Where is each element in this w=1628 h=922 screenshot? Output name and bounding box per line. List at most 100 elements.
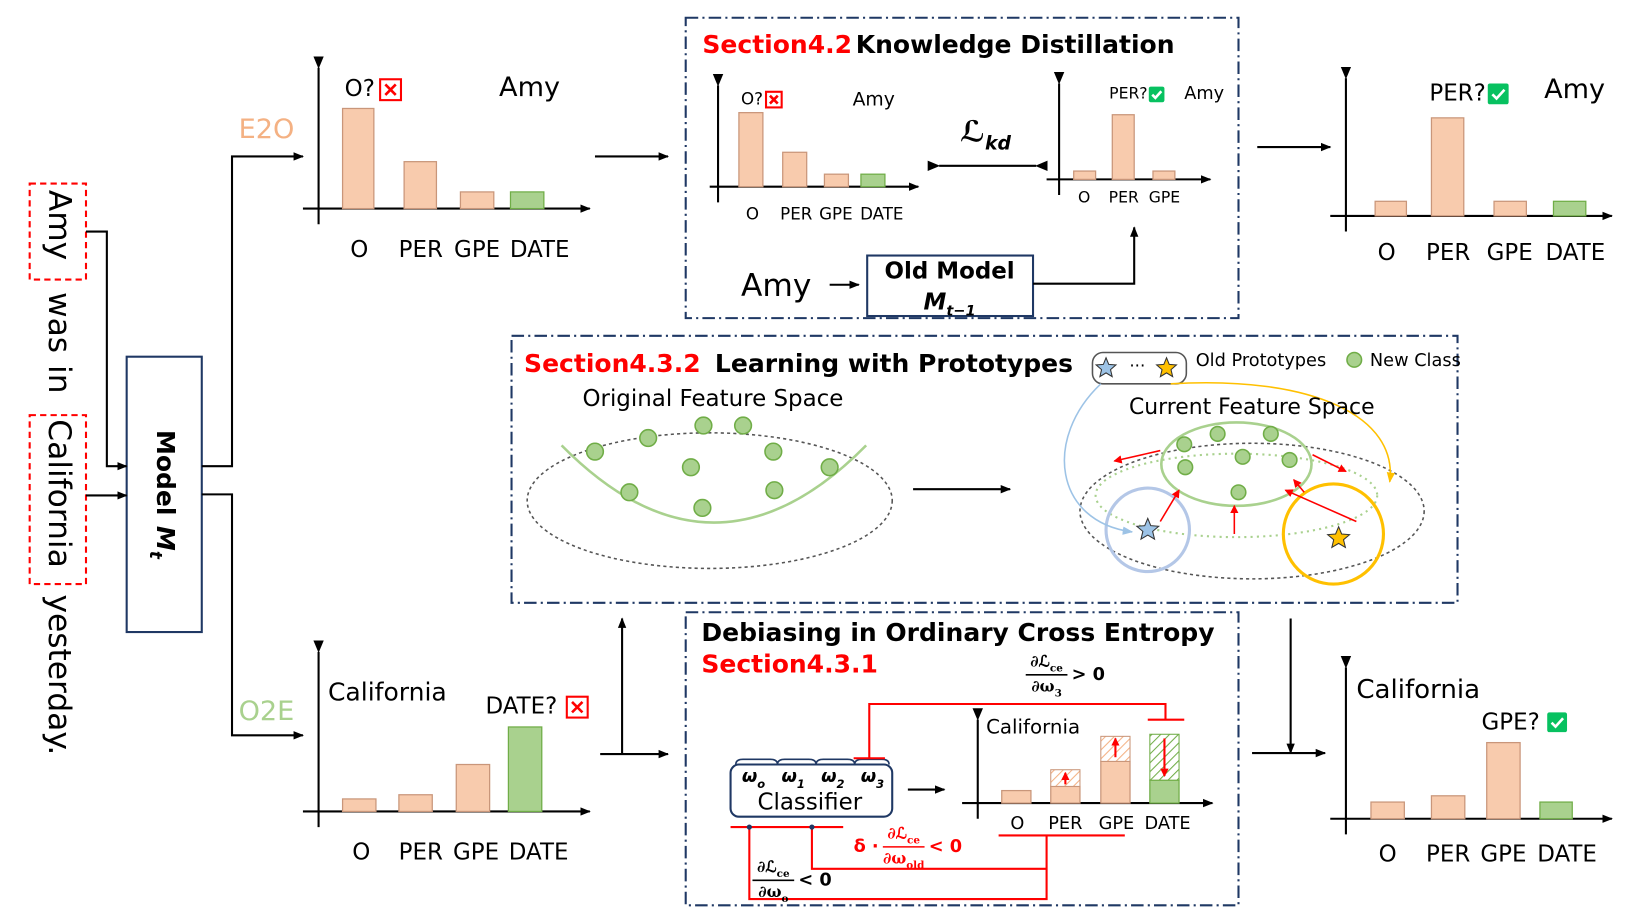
prediction: O? — [741, 90, 763, 109]
bar — [738, 112, 764, 188]
text-part: ∂ω — [758, 882, 781, 901]
text-part: ω — [821, 767, 836, 787]
feature-point — [585, 442, 605, 461]
section-title: Debiasing in Ordinary Cross Entropy — [701, 618, 1214, 647]
subscript: 1 — [797, 777, 805, 791]
relation: > 0 — [1072, 665, 1105, 685]
feature-point — [681, 458, 701, 477]
denominator: ∂ωo — [758, 882, 788, 905]
classifier-box — [729, 763, 894, 818]
numerator: ∂ℒce — [887, 823, 920, 846]
feature-point — [733, 416, 753, 435]
subscript: o — [757, 777, 765, 791]
category-label: O — [1379, 842, 1397, 868]
subscript: ce — [1050, 662, 1063, 674]
section-label: Section4.2 — [702, 30, 852, 59]
subscript: ce — [777, 868, 790, 880]
text-part: ∂ω — [1031, 676, 1054, 695]
word: California — [328, 678, 447, 707]
connector — [201, 152, 304, 468]
word: Amy — [499, 72, 560, 103]
text-part: Model — [151, 430, 180, 516]
prediction: O? — [345, 76, 375, 102]
bar — [1152, 170, 1176, 181]
word: yesterday. — [41, 595, 77, 756]
feature-point — [694, 416, 713, 435]
subscript: kd — [985, 134, 1011, 155]
bar — [1050, 785, 1081, 804]
junction — [746, 824, 752, 830]
weight-label: ωo — [742, 767, 765, 791]
prediction: PER? — [1109, 83, 1147, 102]
word: California — [41, 419, 77, 567]
correct-icon — [1487, 83, 1509, 105]
subscript: 3 — [876, 777, 884, 791]
word: Amy — [1184, 84, 1224, 104]
bar — [1374, 200, 1408, 217]
feature-point — [1234, 448, 1251, 465]
category-label: DATE — [1537, 842, 1597, 868]
word: Amy — [741, 268, 811, 304]
category-label: PER — [1426, 842, 1470, 868]
bar — [1149, 779, 1180, 804]
class-region — [560, 444, 868, 524]
wrong-icon — [769, 94, 779, 105]
loss-label: ℒkd — [960, 115, 1011, 155]
space-label: Original Feature Space — [582, 386, 843, 412]
text-part: ω — [861, 767, 876, 787]
prefix: δ · — [854, 837, 879, 857]
numerator: ∂ℒce — [1030, 651, 1063, 674]
prototype-star — [1155, 356, 1178, 378]
arrow — [1312, 454, 1347, 473]
prediction: DATE? — [485, 694, 557, 720]
bar — [398, 794, 433, 813]
category-label: PER — [399, 237, 443, 263]
weight-braces — [734, 758, 890, 765]
section-frame — [684, 611, 1240, 907]
bar — [1001, 789, 1032, 804]
bar — [403, 161, 438, 210]
old-model-symbol: Mt−1 — [923, 289, 975, 319]
entity-box — [28, 414, 88, 586]
correct-icon — [1491, 88, 1506, 101]
feature-point — [693, 498, 712, 518]
feature-space — [1079, 442, 1425, 580]
category-label: PER — [1426, 240, 1470, 266]
word: Amy — [1544, 74, 1605, 105]
feature-point — [1177, 459, 1194, 476]
category-label: GPE — [819, 204, 853, 223]
word: California — [1356, 675, 1480, 705]
section-title: Learning with Prototypes — [715, 349, 1073, 378]
gradient-line — [810, 827, 1047, 870]
feature-point — [1176, 436, 1193, 453]
text-part: ∂ℒ — [887, 823, 907, 842]
word: California — [986, 716, 1080, 739]
bar — [1111, 114, 1135, 181]
prototype-region — [1104, 486, 1192, 574]
legend-label: New Class — [1370, 351, 1461, 371]
text-part: ω — [742, 767, 757, 787]
category-label: DATE — [1546, 240, 1606, 266]
repulsion-arrows — [1113, 449, 1357, 535]
correct-icon — [1151, 90, 1163, 100]
category-label: O — [350, 237, 368, 263]
subscript: 2 — [836, 777, 844, 791]
arrow — [1159, 489, 1180, 522]
wrong-icon — [384, 83, 397, 96]
word: was — [41, 292, 77, 353]
category-label: O — [746, 204, 759, 223]
feature-point — [1262, 425, 1279, 442]
arrow — [1293, 478, 1305, 493]
word: Amy — [853, 90, 895, 111]
category-label: DATE — [510, 237, 570, 263]
denominator: ∂ω3 — [1031, 676, 1061, 699]
connector — [85, 230, 128, 471]
category-label: O — [352, 840, 370, 866]
feature-point — [820, 458, 839, 477]
prediction: GPE? — [1482, 709, 1540, 735]
bar — [1539, 801, 1573, 820]
old-model-label: Old Model — [884, 259, 1014, 285]
bar — [1073, 170, 1097, 181]
model-label: Model Mt — [146, 430, 180, 560]
